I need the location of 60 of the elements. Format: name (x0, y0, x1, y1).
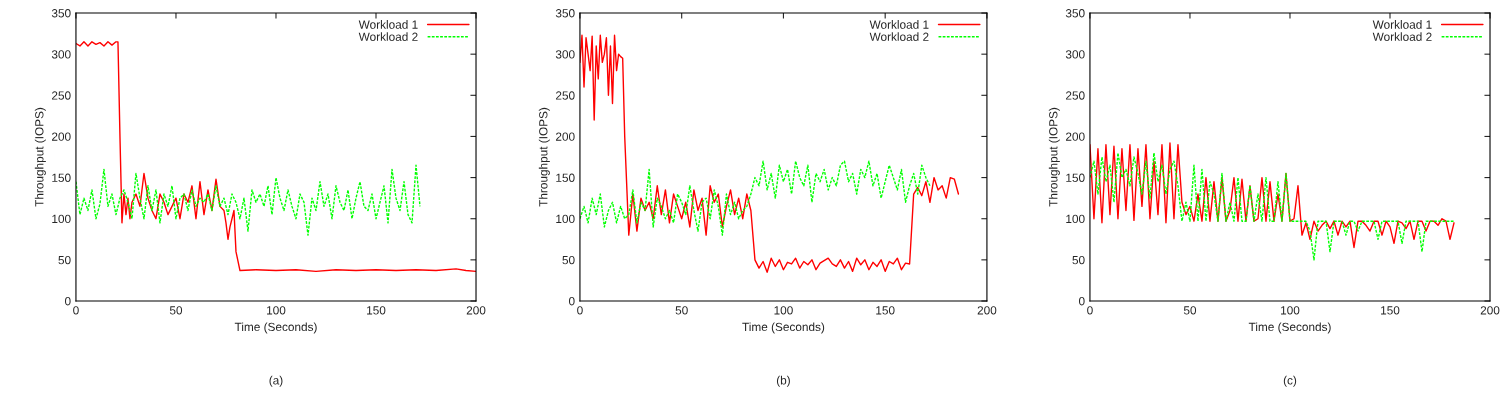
y-tick-label: 250 (51, 91, 71, 100)
x-tick-label: 150 (1381, 306, 1400, 315)
y-tick-label: 250 (555, 91, 575, 100)
legend-label: Workload 2 (1372, 32, 1432, 41)
line-series (579, 160, 931, 236)
line-series (75, 41, 477, 273)
legend-label: Workload 1 (869, 20, 929, 29)
y-tick-label: 50 (58, 255, 71, 265)
y-tick-label: 200 (555, 132, 575, 141)
x-tick-label: 100 (774, 306, 793, 315)
y-tick-label: 300 (1065, 50, 1085, 59)
line-series (75, 164, 421, 236)
x-tick-label: 0 (1087, 306, 1093, 315)
y-axis-title: Throughput (IOPS) (538, 107, 550, 207)
y-tick-label: 0 (568, 297, 575, 306)
x-tick-label: 50 (675, 306, 688, 315)
y-axis-title: Throughput (IOPS) (1048, 107, 1060, 207)
x-tick-label: 50 (169, 306, 183, 315)
x-tick-label: 0 (577, 306, 583, 315)
line-series (1089, 142, 1455, 249)
x-axis-title: Time (Seconds) (1248, 322, 1331, 334)
x-axis-title: Time (Seconds) (234, 322, 317, 334)
y-tick-label: 100 (1066, 214, 1085, 224)
y-tick-label: 350 (1065, 9, 1085, 18)
y-tick-label: 200 (51, 132, 71, 141)
y-tick-label: 50 (562, 255, 575, 265)
x-tick-label: 200 (977, 306, 997, 315)
x-tick-label: 100 (267, 306, 286, 315)
line-series (1089, 152, 1455, 261)
x-tick-label: 150 (876, 306, 895, 315)
y-tick-label: 150 (52, 173, 71, 182)
y-tick-label: 300 (51, 50, 71, 59)
legend-label: Workload 2 (869, 32, 929, 41)
x-axis-title: Time (Seconds) (742, 322, 825, 334)
x-tick-label: 50 (1183, 306, 1197, 315)
text: (b) (776, 375, 790, 387)
y-tick-label: 100 (556, 214, 575, 224)
y-tick-label: 150 (1066, 173, 1085, 182)
legend-label: Workload 2 (358, 32, 418, 41)
line-series (579, 34, 960, 273)
legend-label: Workload 1 (358, 20, 418, 29)
x-tick-label: 150 (367, 306, 386, 315)
y-tick-label: 50 (1072, 255, 1085, 265)
y-tick-label: 350 (51, 9, 71, 18)
y-tick-label: 150 (556, 173, 575, 182)
y-tick-label: 300 (555, 50, 575, 59)
y-tick-label: 100 (52, 214, 71, 224)
y-tick-label: 0 (1078, 297, 1085, 306)
text: (c) (1283, 375, 1297, 387)
y-axis-title: Throughput (IOPS) (34, 107, 46, 207)
x-tick-label: 100 (1281, 306, 1300, 315)
x-tick-label: 0 (73, 306, 79, 315)
y-tick-label: 250 (1065, 91, 1085, 100)
text: (a) (269, 375, 283, 387)
legend-label: Workload 1 (1372, 20, 1432, 29)
x-tick-label: 200 (466, 306, 486, 315)
x-tick-label: 200 (1480, 306, 1500, 315)
y-tick-label: 0 (64, 297, 71, 306)
y-tick-label: 200 (1065, 132, 1085, 141)
y-tick-label: 350 (555, 9, 575, 18)
